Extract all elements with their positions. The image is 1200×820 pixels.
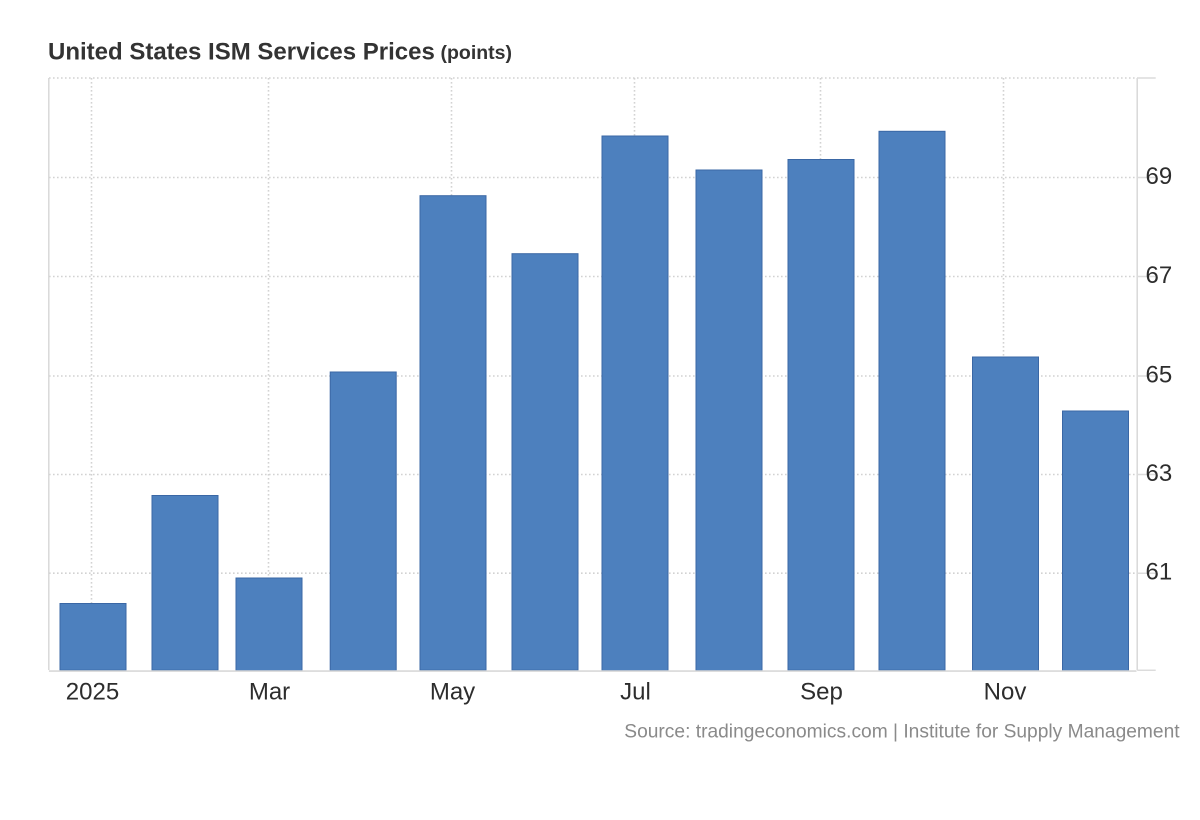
svg-text:69: 69 — [1146, 163, 1173, 190]
svg-text:Source: tradingeconomics.com |: Source: tradingeconomics.com | Institute… — [624, 721, 1180, 742]
svg-text:United States ISM Services Pri: United States ISM Services Prices — [48, 38, 435, 65]
svg-text:65: 65 — [1146, 362, 1173, 389]
svg-text:2025: 2025 — [66, 679, 119, 706]
svg-text:Jul: Jul — [620, 679, 651, 706]
svg-text:Nov: Nov — [984, 679, 1027, 706]
svg-text:Mar: Mar — [249, 679, 290, 706]
svg-text:Sep: Sep — [800, 679, 843, 706]
svg-text:67: 67 — [1146, 262, 1173, 289]
svg-text:(points): (points) — [441, 42, 512, 64]
svg-text:61: 61 — [1146, 559, 1173, 586]
svg-text:63: 63 — [1146, 460, 1173, 487]
svg-text:May: May — [430, 679, 475, 706]
